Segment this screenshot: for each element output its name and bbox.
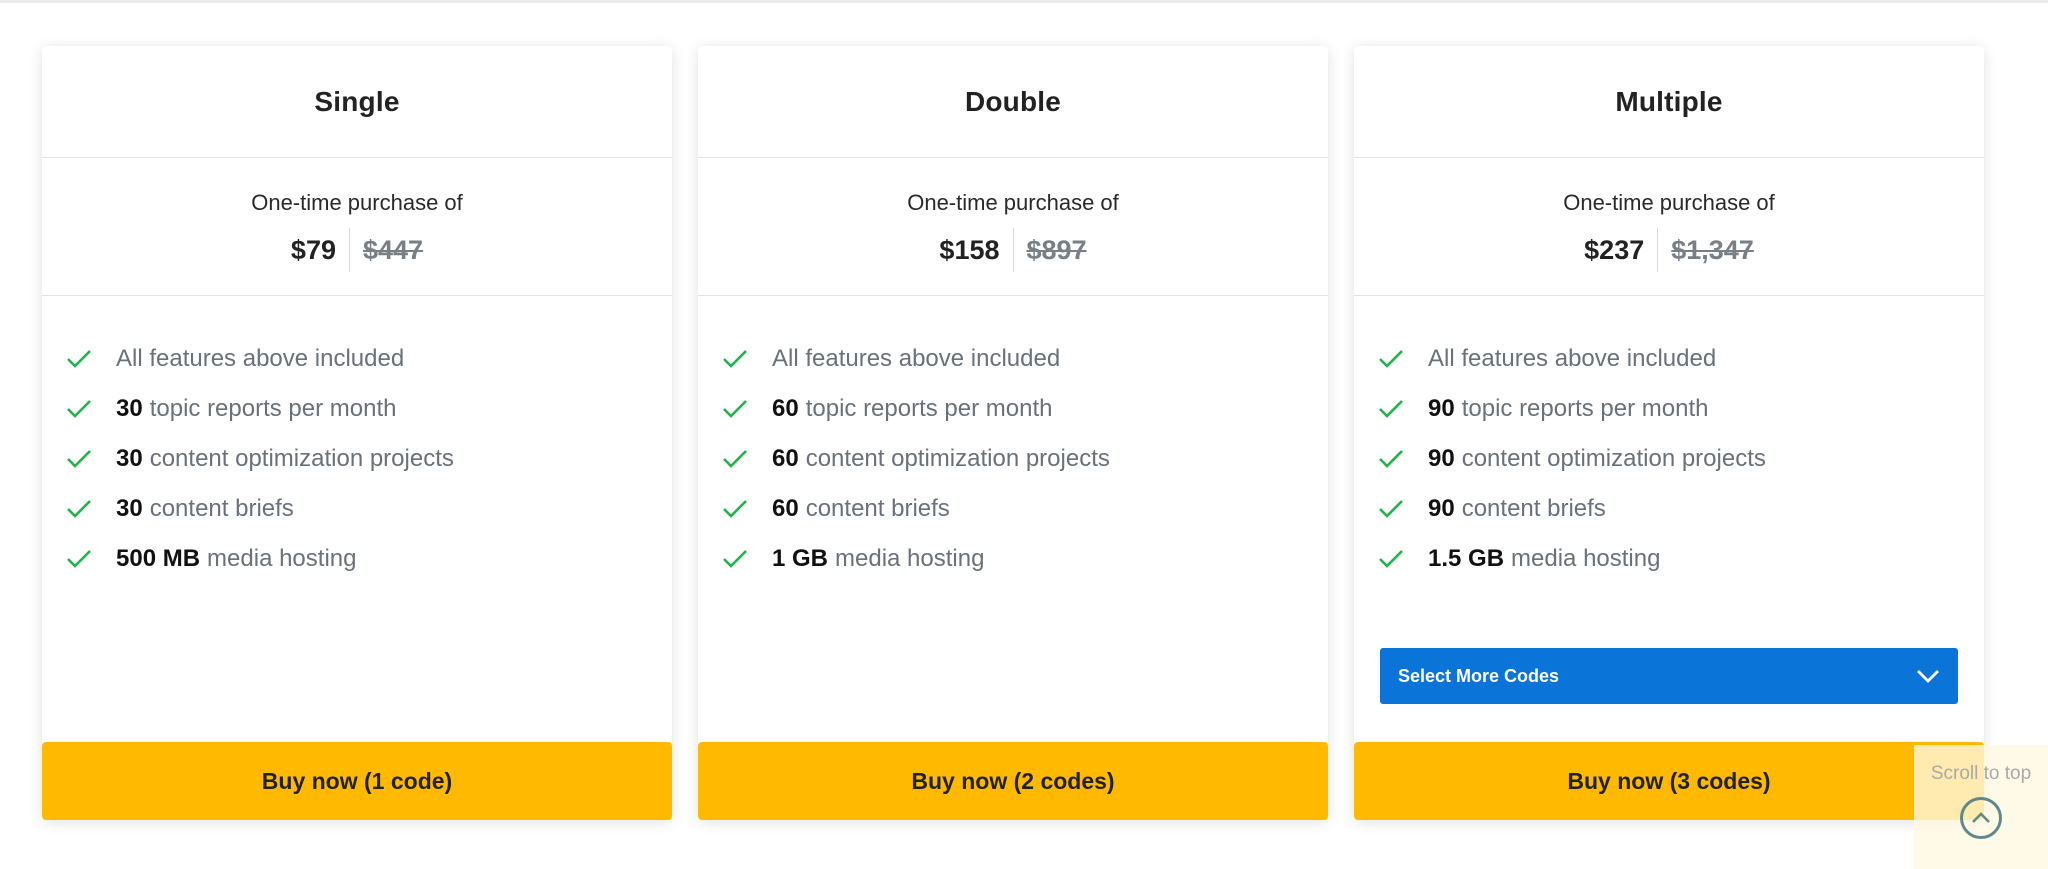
feature-quantity: 1 GB: [772, 545, 829, 572]
plan-header: Single: [42, 46, 672, 158]
feature-text: media hosting: [207, 545, 357, 572]
feature-text: content briefs: [805, 495, 950, 522]
check-icon: [723, 450, 747, 468]
check-icon: [723, 550, 747, 568]
price-divider: [1657, 228, 1659, 272]
plan-card-double: Double One-time purchase of $158 $897 Al…: [698, 46, 1328, 820]
plan-title: Multiple: [1615, 85, 1723, 117]
feature-quantity: 30: [116, 445, 143, 472]
plan-title: Single: [314, 85, 400, 117]
feature-list: All features above included 90 topic rep…: [1354, 296, 1984, 584]
top-divider: [0, 0, 2048, 3]
feature-quantity: 1.5 GB: [1428, 545, 1505, 572]
feature-item: All features above included: [722, 334, 1328, 384]
check-icon: [67, 400, 91, 418]
feature-item: 30 topic reports per month: [66, 384, 672, 434]
price-label: One-time purchase of: [907, 190, 1119, 215]
feature-text: media hosting: [1511, 545, 1661, 572]
feature-text: topic reports per month: [1461, 395, 1709, 422]
feature-text: media hosting: [835, 545, 985, 572]
price-row: $237 $1,347: [1354, 228, 1984, 272]
feature-quantity: 60: [772, 445, 799, 472]
feature-item: All features above included: [1378, 334, 1984, 384]
feature-quantity: 90: [1428, 395, 1455, 422]
feature-item: 90 content optimization projects: [1378, 434, 1984, 484]
current-price: $237: [1584, 234, 1645, 265]
feature-list: All features above included 60 topic rep…: [698, 296, 1328, 584]
price-box: One-time purchase of $79 $447: [42, 158, 672, 296]
feature-item: 30 content briefs: [66, 484, 672, 534]
feature-quantity: 60: [772, 395, 799, 422]
feature-text: content briefs: [1461, 495, 1606, 522]
feature-quantity: 500 MB: [116, 545, 201, 572]
feature-text: content briefs: [149, 495, 294, 522]
feature-text: content optimization projects: [149, 445, 454, 472]
price-row: $158 $897: [698, 228, 1328, 272]
original-price: $447: [362, 234, 424, 265]
price-label: One-time purchase of: [251, 190, 463, 215]
chevron-down-icon: [1917, 670, 1939, 683]
select-more-codes-dropdown[interactable]: Select More Codes: [1380, 648, 1958, 704]
price-row: $79 $447: [42, 228, 672, 272]
feature-quantity: 60: [772, 495, 799, 522]
check-icon: [1379, 400, 1403, 418]
feature-text: content optimization projects: [805, 445, 1110, 472]
original-price: $897: [1026, 234, 1087, 265]
feature-quantity: 90: [1428, 445, 1455, 472]
plan-header: Multiple: [1354, 46, 1984, 158]
check-icon: [1379, 550, 1403, 568]
feature-text: content optimization projects: [1461, 445, 1766, 472]
price-divider: [348, 228, 350, 272]
feature-item: 90 content briefs: [1378, 484, 1984, 534]
plan-header: Double: [698, 46, 1328, 158]
feature-item: 1 GB media hosting: [722, 534, 1328, 584]
buy-now-button[interactable]: Buy now (1 code): [42, 742, 672, 820]
original-price: $1,347: [1671, 234, 1754, 265]
check-icon: [67, 450, 91, 468]
scroll-to-top-label: Scroll to top: [1930, 763, 2032, 784]
plan-title: Double: [964, 85, 1062, 117]
check-icon: [67, 350, 91, 368]
price-divider: [1012, 228, 1014, 272]
chevron-up-icon: [1960, 797, 2002, 839]
feature-item: 60 topic reports per month: [722, 384, 1328, 434]
feature-text: topic reports per month: [149, 395, 397, 422]
check-icon: [723, 350, 747, 368]
feature-text: All features above included: [772, 345, 1061, 372]
feature-quantity: 30: [116, 395, 143, 422]
feature-text: topic reports per month: [805, 395, 1053, 422]
check-icon: [67, 500, 91, 518]
feature-item: 500 MB media hosting: [66, 534, 672, 584]
pricing-cards: Single One-time purchase of $79 $447 All…: [42, 46, 1984, 820]
feature-item: 60 content optimization projects: [722, 434, 1328, 484]
scroll-to-top-button[interactable]: Scroll to top: [1914, 745, 2048, 869]
plan-card-multiple: Multiple One-time purchase of $237 $1,34…: [1354, 46, 1984, 820]
feature-item: 90 topic reports per month: [1378, 384, 1984, 434]
feature-text: All features above included: [1428, 345, 1717, 372]
check-icon: [723, 400, 747, 418]
price-box: One-time purchase of $237 $1,347: [1354, 158, 1984, 296]
current-price: $79: [290, 234, 336, 265]
feature-list: All features above included 30 topic rep…: [42, 296, 672, 584]
feature-item: All features above included: [66, 334, 672, 384]
feature-text: All features above included: [116, 345, 405, 372]
feature-quantity: 30: [116, 495, 143, 522]
check-icon: [723, 500, 747, 518]
feature-item: 60 content briefs: [722, 484, 1328, 534]
feature-item: 1.5 GB media hosting: [1378, 534, 1984, 584]
buy-now-button[interactable]: Buy now (2 codes): [698, 742, 1328, 820]
feature-quantity: 90: [1428, 495, 1455, 522]
check-icon: [1379, 350, 1403, 368]
select-more-codes-label: Select More Codes: [1398, 665, 1560, 686]
feature-item: 30 content optimization projects: [66, 434, 672, 484]
plan-card-single: Single One-time purchase of $79 $447 All…: [42, 46, 672, 820]
price-box: One-time purchase of $158 $897: [698, 158, 1328, 296]
check-icon: [1379, 450, 1403, 468]
price-label: One-time purchase of: [1563, 190, 1775, 215]
buy-now-button[interactable]: Buy now (3 codes): [1354, 742, 1984, 820]
check-icon: [1379, 500, 1403, 518]
current-price: $158: [939, 234, 1000, 265]
check-icon: [67, 550, 91, 568]
